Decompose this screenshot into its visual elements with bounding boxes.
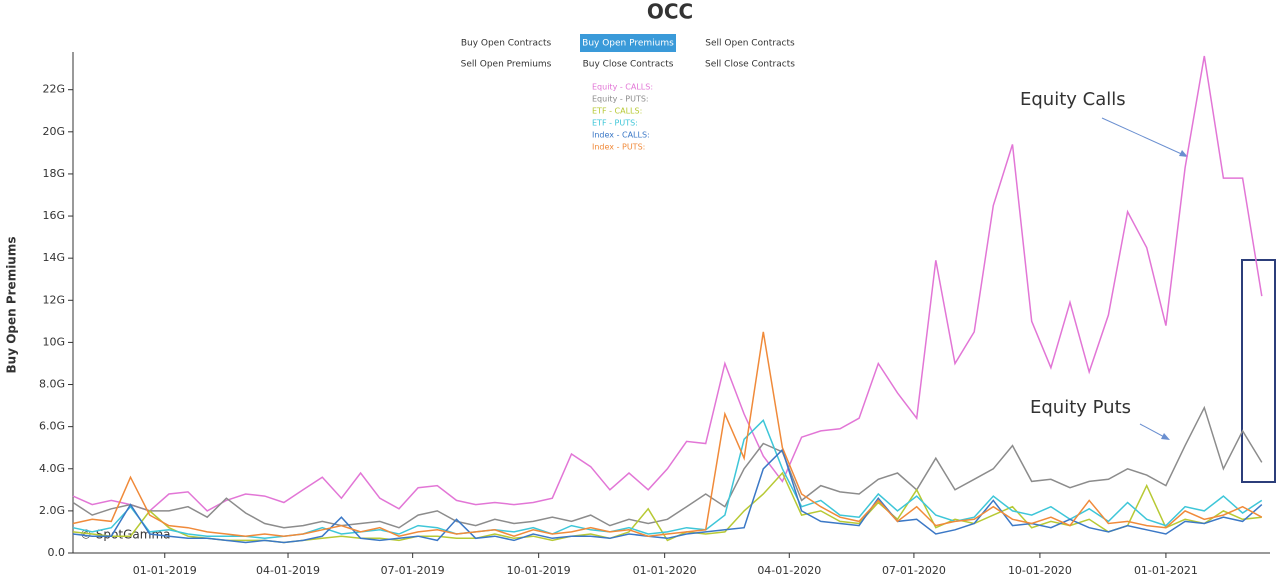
- y-tick-label: 10G: [42, 335, 65, 348]
- tab-button[interactable]: Buy Close Contracts: [583, 60, 674, 70]
- y-tick-label: 18G: [42, 167, 65, 180]
- series-line: [72, 418, 1263, 540]
- x-tick-label: 04-01-2020: [757, 564, 821, 577]
- series-line: [72, 331, 1263, 537]
- arrow-head: [1179, 150, 1188, 157]
- tab-button[interactable]: Sell Open Premiums: [461, 60, 552, 70]
- tab-button[interactable]: Sell Close Contracts: [705, 60, 795, 70]
- y-tick-label: 6.0G: [39, 420, 65, 433]
- tab-button[interactable]: Buy Open Premiums: [582, 39, 674, 49]
- y-tick-label: 14G: [42, 251, 65, 264]
- x-tick-label: 01-01-2019: [133, 564, 197, 577]
- series-line: [72, 55, 1263, 512]
- y-tick-label: 2.0G: [39, 504, 65, 517]
- tab-button[interactable]: Sell Open Contracts: [705, 39, 795, 49]
- y-axis-label: Buy Open Premiums: [5, 237, 19, 374]
- highlight-box: [1241, 259, 1276, 483]
- chart-title: OCC: [647, 0, 693, 24]
- legend-entry: Index - PUTS:: [592, 143, 645, 152]
- annotation: Equity Calls: [1020, 89, 1126, 110]
- legend-entry: Equity - PUTS:: [592, 95, 649, 104]
- y-tick-label: 16G: [42, 209, 65, 222]
- x-tick-label: 01-01-2021: [1134, 564, 1198, 577]
- annotation: Equity Puts: [1030, 397, 1131, 418]
- x-tick-label: 07-01-2020: [882, 564, 946, 577]
- x-tick-label: 04-01-2019: [256, 564, 320, 577]
- arrow-head: [1161, 433, 1170, 440]
- tab-button-active[interactable]: [580, 34, 676, 52]
- y-tick-label: 4.0G: [39, 462, 65, 475]
- y-tick-label: 0.0: [48, 546, 66, 559]
- series-line: [72, 405, 1263, 529]
- legend-entry: ETF - PUTS:: [592, 119, 638, 128]
- x-tick-label: 07-01-2019: [381, 564, 445, 577]
- legend-entry: Equity - CALLS:: [592, 83, 653, 92]
- annotation-arrow: [1101, 117, 1187, 157]
- x-tick-label: 10-01-2019: [507, 564, 571, 577]
- legend-entry: ETF - CALLS:: [592, 107, 642, 116]
- x-tick-label: 01-01-2020: [633, 564, 697, 577]
- y-tick-label: 12G: [42, 293, 65, 306]
- tab-button[interactable]: Buy Open Contracts: [461, 39, 552, 49]
- y-tick-label: 8.0G: [39, 378, 65, 391]
- legend-entry: Index - CALLS:: [592, 131, 650, 140]
- y-tick-label: 22G: [42, 83, 65, 96]
- x-tick-label: 10-01-2020: [1008, 564, 1072, 577]
- y-tick-label: 20G: [42, 125, 65, 138]
